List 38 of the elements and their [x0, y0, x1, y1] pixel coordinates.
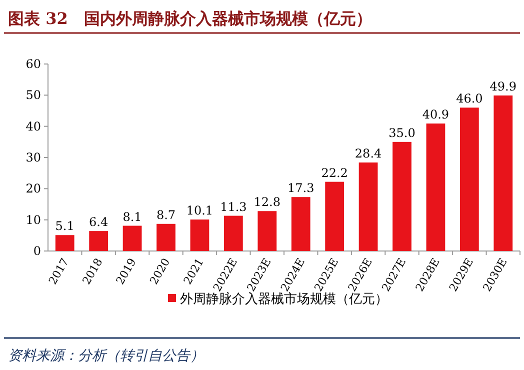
text: 12.8: [254, 195, 280, 210]
bar: [156, 224, 176, 251]
y-tick-label: 0: [33, 244, 41, 258]
text: 35.0: [388, 126, 416, 140]
text: 5.1: [55, 219, 74, 234]
text: 8.7: [156, 208, 176, 222]
bar: [291, 197, 310, 251]
text: 28.4: [354, 146, 382, 160]
bar: [426, 124, 446, 251]
bar: [122, 226, 142, 251]
bar: [224, 216, 243, 251]
text: 资料来源：分析（转引自公告）: [8, 348, 204, 364]
y-tick-label: 40: [26, 119, 41, 134]
bar: [258, 211, 277, 251]
bar: [55, 235, 74, 251]
bar: [190, 220, 210, 251]
legend-label: 外周静脉介入器械市场规模（亿元）: [180, 292, 388, 307]
y-tick-label: 10: [26, 212, 41, 227]
text: 17.3: [288, 181, 314, 196]
bar: [494, 95, 513, 251]
text: 49.9: [490, 79, 516, 94]
text: 22.2: [321, 166, 348, 180]
bar: [325, 182, 344, 251]
y-tick-label: 50: [26, 88, 41, 102]
text: 46.0: [456, 92, 483, 106]
bar: [358, 162, 378, 251]
bar: [392, 142, 412, 251]
bar: [460, 108, 479, 251]
text: 10.1: [186, 204, 214, 218]
y-tick-label: 30: [26, 150, 41, 164]
y-tick-label: 20: [26, 182, 41, 196]
y-tick-label: 60: [26, 57, 41, 71]
text: 8.1: [122, 210, 142, 224]
text: 40.9: [422, 108, 450, 122]
text: 6.4: [89, 215, 108, 230]
text: 11.3: [220, 200, 247, 214]
chart-title: 图表 32 国内外周静脉介入器械市场规模（亿元）: [8, 9, 372, 28]
bar: [89, 231, 108, 251]
